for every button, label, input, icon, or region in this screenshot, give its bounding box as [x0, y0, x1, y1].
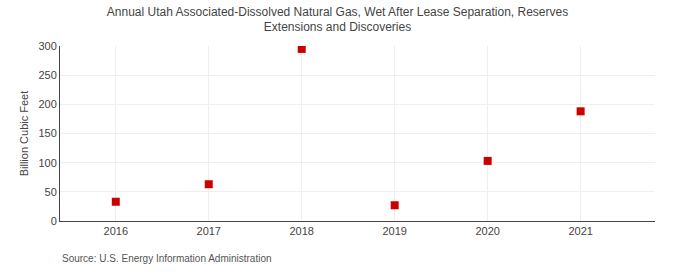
svg-text:0: 0	[51, 215, 57, 227]
svg-text:Billion Cubic Feet: Billion Cubic Feet	[18, 91, 30, 177]
svg-text:300: 300	[38, 40, 56, 52]
svg-text:2020: 2020	[475, 225, 499, 237]
svg-text:Annual Utah Associated-Dissolv: Annual Utah Associated-Dissolved Natural…	[107, 5, 568, 35]
svg-text:2017: 2017	[197, 225, 221, 237]
svg-text:200: 200	[38, 98, 56, 110]
svg-text:50: 50	[45, 186, 57, 198]
svg-text:100: 100	[38, 157, 56, 169]
svg-text:2021: 2021	[568, 225, 592, 237]
svg-text:150: 150	[38, 127, 56, 139]
svg-text:2018: 2018	[289, 225, 313, 237]
svg-text:Source: U.S. Energy Informatio: Source: U.S. Energy Information Administ…	[62, 253, 272, 264]
svg-text:2016: 2016	[104, 225, 128, 237]
svg-text:250: 250	[38, 69, 56, 81]
svg-text:2019: 2019	[382, 225, 406, 237]
